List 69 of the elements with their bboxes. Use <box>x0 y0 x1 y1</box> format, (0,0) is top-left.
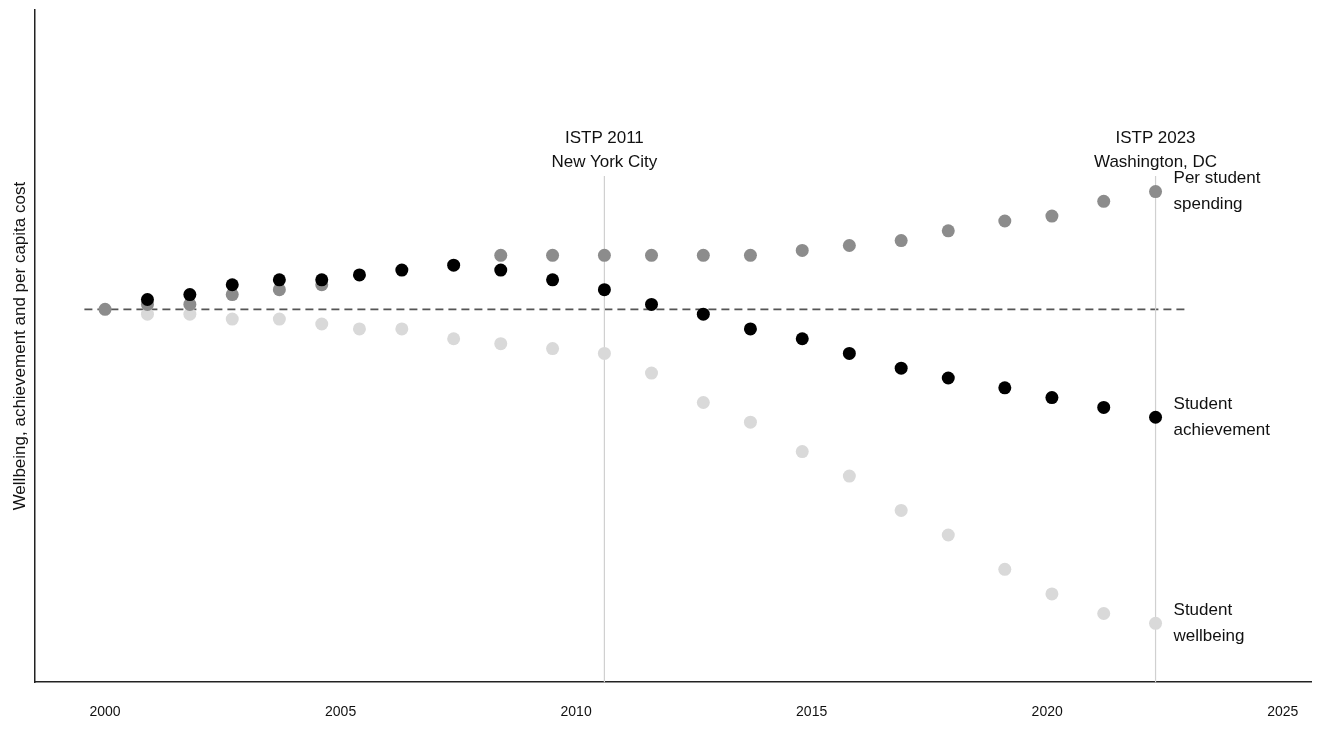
point <box>225 278 239 292</box>
point <box>842 239 856 253</box>
point <box>315 273 329 287</box>
point <box>998 562 1012 576</box>
point <box>998 381 1012 395</box>
series-label: Student wellbeing <box>1172 600 1245 646</box>
point <box>395 263 409 277</box>
point <box>1045 391 1059 405</box>
point <box>447 332 461 346</box>
point <box>645 366 658 380</box>
point <box>494 337 508 351</box>
point <box>597 283 611 297</box>
point <box>140 292 154 306</box>
x-tick-label: 2010 <box>560 703 592 720</box>
point <box>894 234 908 248</box>
point <box>1045 587 1059 601</box>
point <box>315 317 329 331</box>
x-tick-label: 2020 <box>1031 703 1063 720</box>
point <box>98 302 112 316</box>
point <box>1149 185 1163 199</box>
point <box>743 322 757 336</box>
point <box>795 332 809 346</box>
point <box>272 273 286 287</box>
point <box>696 307 710 321</box>
point <box>395 322 409 336</box>
point <box>941 371 955 385</box>
point <box>597 346 611 360</box>
point <box>494 248 508 262</box>
series-label: Per student spending <box>1173 168 1261 214</box>
point <box>696 396 710 410</box>
point <box>597 248 611 262</box>
point <box>1097 607 1111 621</box>
point <box>352 322 366 336</box>
point <box>546 273 560 287</box>
point <box>1149 616 1163 630</box>
point <box>546 248 560 262</box>
point <box>272 312 286 326</box>
x-tick-label: 2015 <box>796 703 828 720</box>
point <box>696 248 710 262</box>
point <box>447 258 461 272</box>
ref-line-label: ISTP 2023 Washington, DC <box>1093 127 1218 171</box>
point <box>1097 194 1111 208</box>
series-label: Student achievement <box>1173 393 1271 439</box>
x-tick-label: 2025 <box>1267 703 1299 720</box>
point <box>842 346 856 360</box>
point <box>645 297 658 311</box>
x-tick-label: 2005 <box>325 703 357 720</box>
point <box>894 361 908 375</box>
point <box>225 312 239 326</box>
ref-line-label: ISTP 2011 New York City <box>551 127 658 171</box>
point <box>645 248 658 262</box>
point <box>494 263 508 277</box>
point <box>795 445 809 459</box>
point <box>894 503 908 517</box>
point <box>941 224 955 238</box>
point <box>998 214 1012 228</box>
point <box>1097 400 1111 414</box>
point <box>795 243 809 257</box>
point <box>1045 209 1059 223</box>
point <box>1149 410 1163 424</box>
point <box>743 415 757 429</box>
point <box>352 268 366 282</box>
y-axis-title: Wellbeing, achievement and per capita cost <box>9 181 29 511</box>
x-tick-label: 2000 <box>89 703 121 720</box>
point <box>842 469 856 483</box>
point <box>546 342 560 356</box>
point <box>743 248 757 262</box>
point <box>941 528 955 542</box>
point <box>183 288 197 302</box>
